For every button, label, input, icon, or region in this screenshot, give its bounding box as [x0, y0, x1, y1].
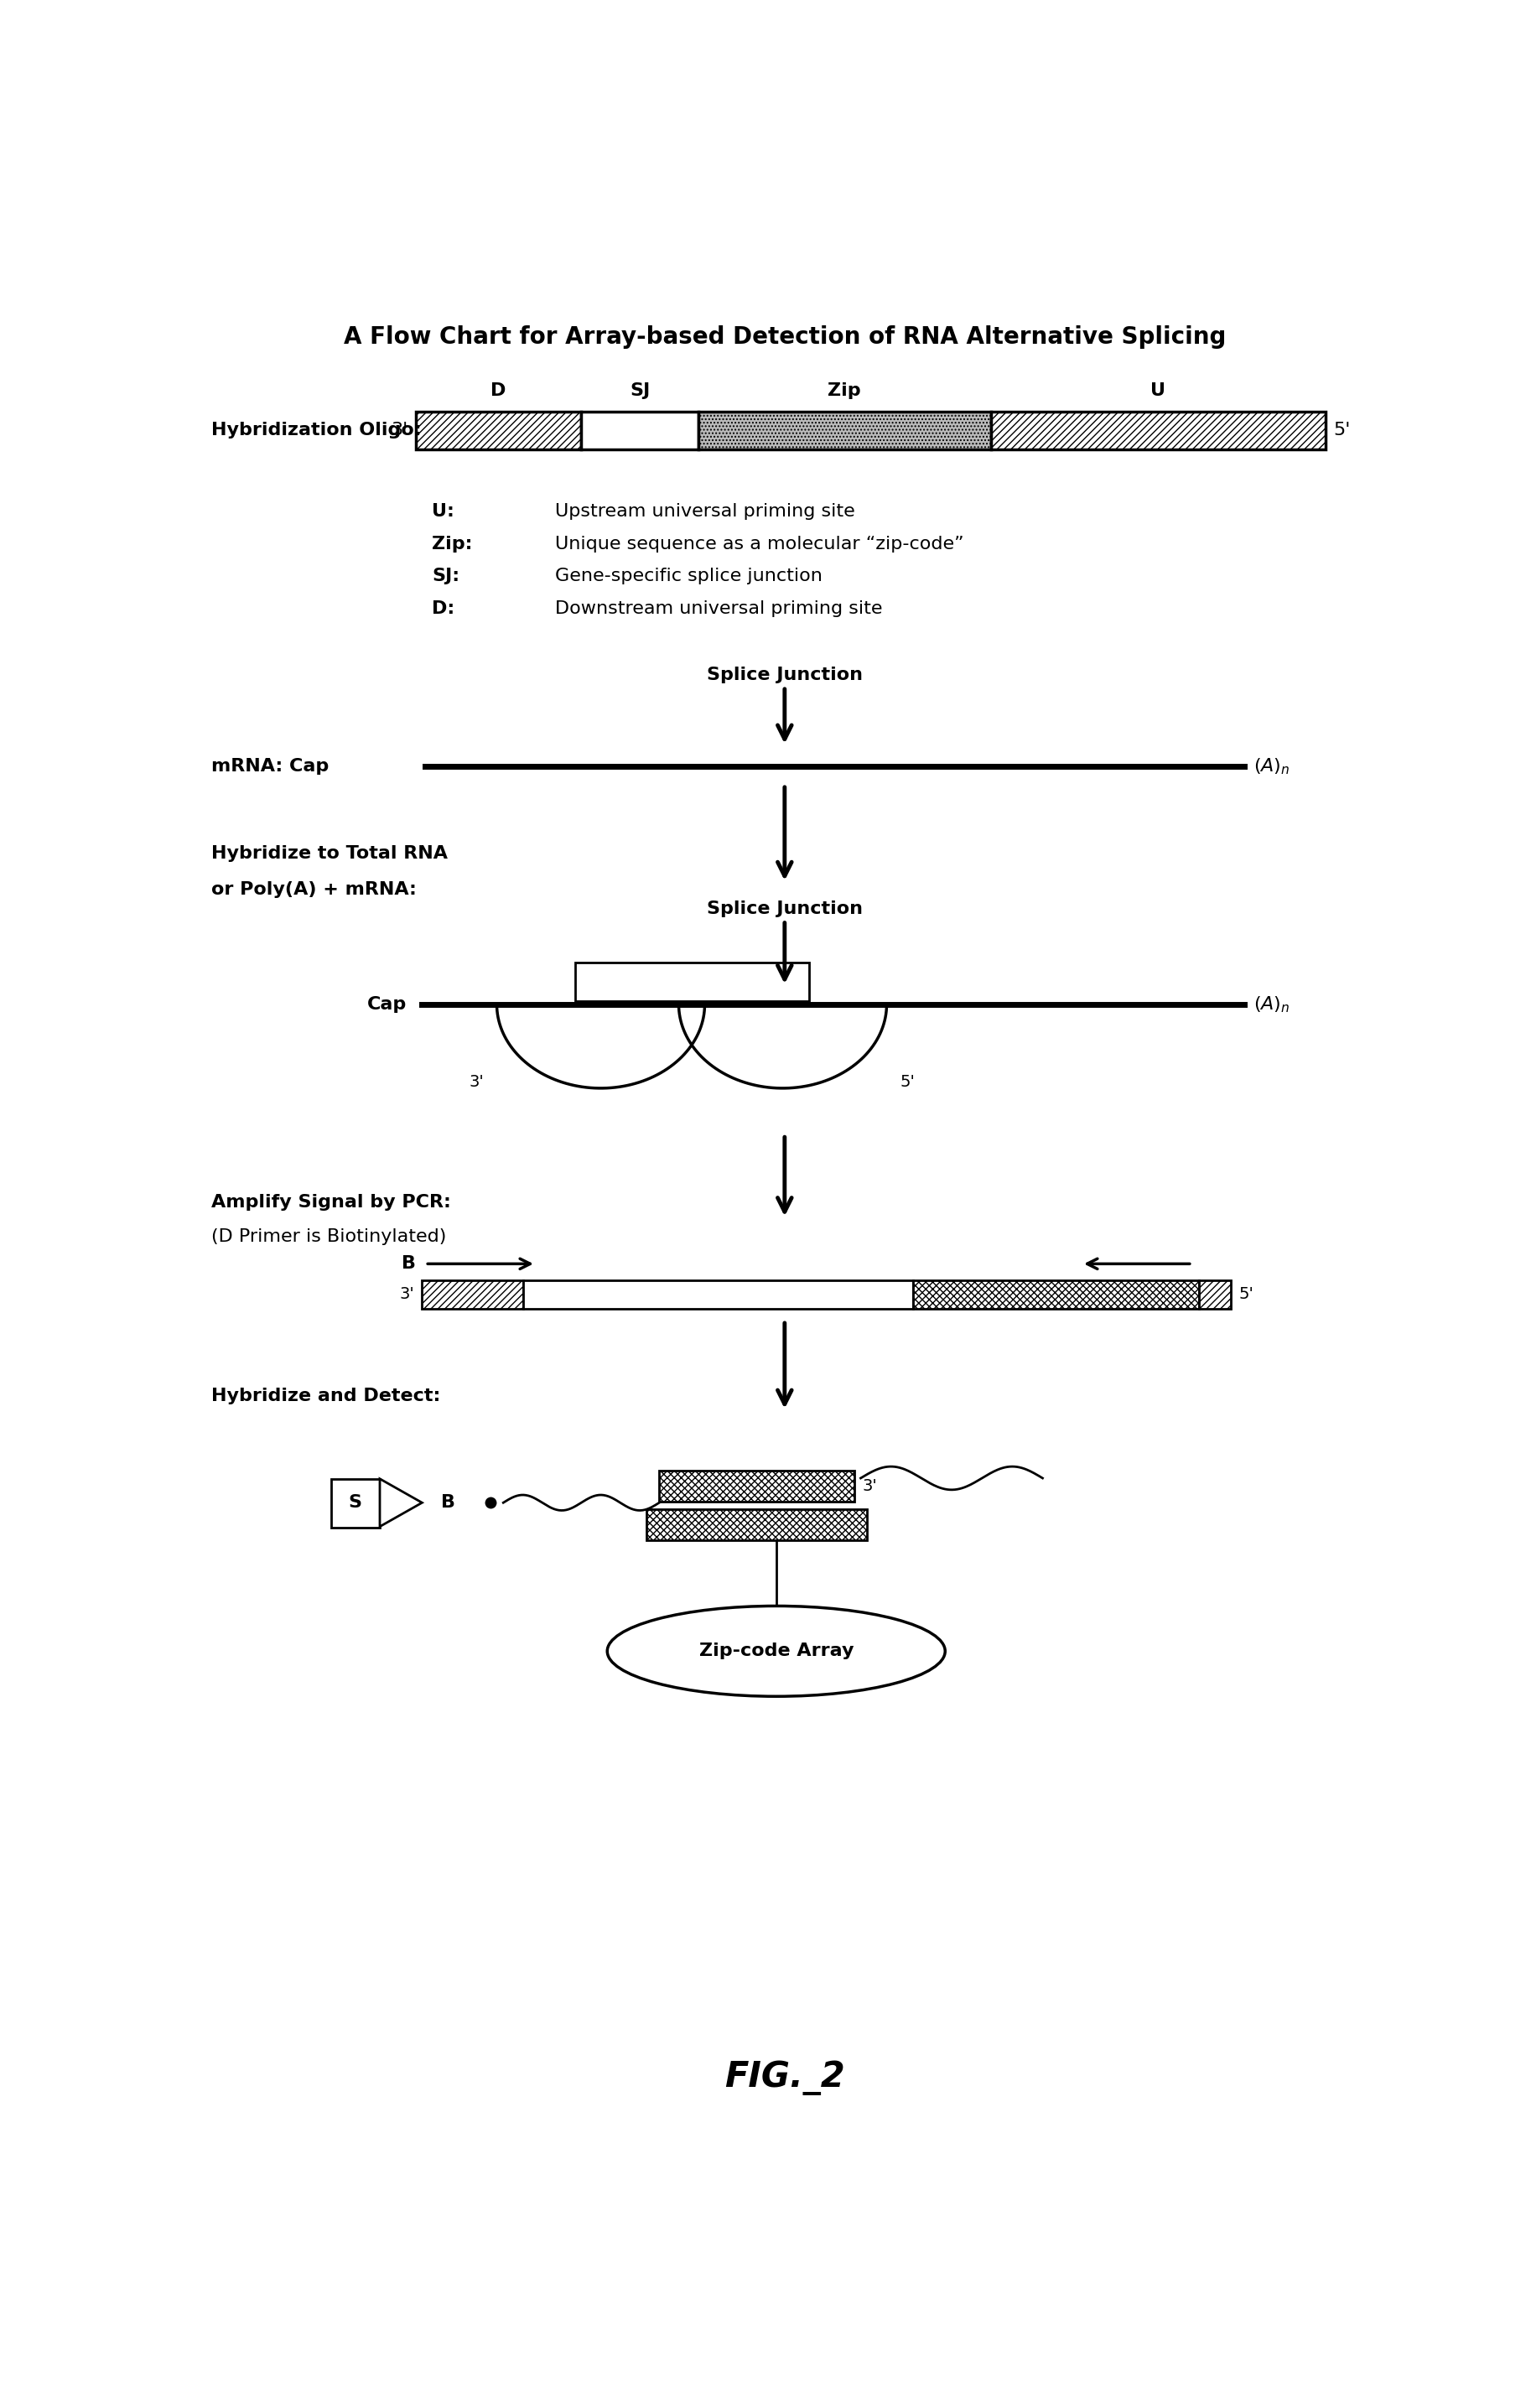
Text: 3': 3' [468, 1074, 484, 1091]
Bar [646, 1510, 867, 1541]
Text: Hybridization Oligo:: Hybridization Oligo: [211, 421, 421, 438]
Text: SJ:: SJ: [432, 568, 459, 585]
Text: $(A)_n$: $(A)_n$ [1254, 995, 1291, 1014]
Text: 3': 3' [400, 1286, 415, 1303]
Text: Downstream universal priming site: Downstream universal priming site [556, 600, 883, 616]
Text: A Flow Chart for Array-based Detection of RNA Alternative Splicing: A Flow Chart for Array-based Detection o… [343, 325, 1226, 349]
Bar [423, 1281, 522, 1310]
Text: U: U [1150, 383, 1165, 400]
Text: (D Primer is Biotinylated): (D Primer is Biotinylated) [211, 1228, 446, 1245]
Text: 5': 5' [1334, 421, 1350, 438]
Bar [1199, 1281, 1231, 1310]
Text: FIG._2: FIG._2 [724, 2059, 845, 2095]
Bar [415, 412, 582, 448]
Bar [991, 412, 1326, 448]
Text: $(A)_n$: $(A)_n$ [1254, 756, 1291, 778]
Text: Splice Junction: Splice Junction [707, 667, 862, 684]
Polygon shape [380, 1479, 423, 1527]
Text: Zip:: Zip: [432, 535, 473, 551]
Text: 5': 5' [900, 1074, 914, 1091]
Text: D:: D: [432, 600, 455, 616]
Text: Splice Junction: Splice Junction [707, 901, 862, 917]
Text: Hybridize to Total RNA: Hybridize to Total RNA [211, 845, 447, 862]
Text: 3': 3' [390, 421, 407, 438]
Text: 5': 5' [1239, 1286, 1254, 1303]
Bar [912, 1281, 1199, 1310]
Bar [522, 1281, 912, 1310]
Text: S: S [349, 1495, 361, 1512]
Bar [331, 1479, 380, 1527]
Bar [660, 1471, 854, 1503]
Text: Zip: Zip [828, 383, 860, 400]
Text: Gene-specific splice junction: Gene-specific splice junction [556, 568, 822, 585]
Text: D: D [490, 383, 505, 400]
Text: or Poly(A) + mRNA:: or Poly(A) + mRNA: [211, 881, 416, 898]
Bar [574, 963, 808, 1002]
Text: Zip-code Array: Zip-code Array [698, 1642, 854, 1659]
Text: B: B [441, 1495, 455, 1512]
Ellipse shape [608, 1606, 945, 1695]
Text: Upstream universal priming site: Upstream universal priming site [556, 503, 856, 520]
Text: Amplify Signal by PCR:: Amplify Signal by PCR: [211, 1194, 450, 1211]
Text: B: B [401, 1255, 415, 1271]
Text: Hybridize and Detect:: Hybridize and Detect: [211, 1387, 439, 1404]
Text: Cap: Cap [367, 997, 406, 1014]
Text: 3': 3' [862, 1479, 877, 1493]
Text: U:: U: [432, 503, 455, 520]
Bar [698, 412, 991, 448]
Text: mRNA: Cap: mRNA: Cap [211, 759, 329, 775]
Text: Unique sequence as a molecular “zip-code”: Unique sequence as a molecular “zip-code… [556, 535, 965, 551]
Bar [582, 412, 698, 448]
Text: SJ: SJ [629, 383, 649, 400]
